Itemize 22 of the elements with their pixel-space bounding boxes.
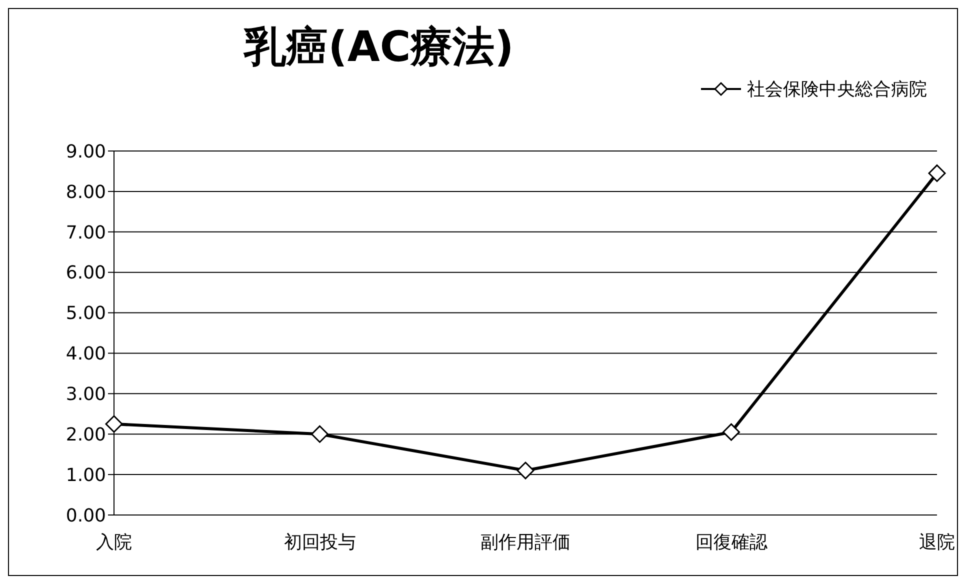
y-tick-label: 1.00 bbox=[66, 464, 106, 486]
y-tick-label: 0.00 bbox=[66, 505, 106, 526]
y-tick-label: 9.00 bbox=[66, 141, 106, 162]
legend-label: 社会保険中央総合病院 bbox=[746, 78, 927, 101]
x-tick-label: 副作用評価 bbox=[480, 532, 570, 553]
y-tick-label: 5.00 bbox=[66, 303, 106, 324]
point bbox=[928, 164, 946, 182]
x-tick-label: 回復確認 bbox=[695, 532, 768, 553]
x-tick-label: 退院 bbox=[919, 532, 955, 553]
x-tick-label: 入院 bbox=[96, 532, 132, 553]
chart-title: 乳癌(AC療法) bbox=[242, 21, 515, 73]
point bbox=[311, 425, 328, 443]
x-tick-label: 初回投与 bbox=[284, 532, 356, 553]
y-tick-label: 4.00 bbox=[66, 344, 106, 365]
y-tick-label: 6.00 bbox=[66, 262, 106, 284]
y-tick-label: 8.00 bbox=[66, 182, 106, 203]
y-tick-label: 3.00 bbox=[66, 384, 106, 406]
point bbox=[516, 462, 534, 480]
y-tick-label: 2.00 bbox=[66, 424, 106, 446]
y-tick-label: 7.00 bbox=[66, 222, 106, 244]
point bbox=[722, 423, 740, 441]
point bbox=[105, 415, 123, 433]
